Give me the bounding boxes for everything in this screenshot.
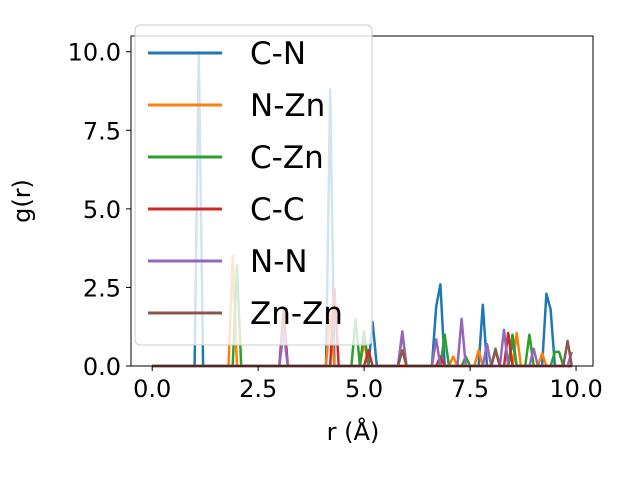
x-tick-label: 7.5 (451, 375, 489, 403)
y-tick-label: 0.0 (83, 353, 121, 381)
x-axis: 0.0 2.5 5.0 7.5 10.0 (133, 366, 603, 403)
legend-entry-5: Zn-Zn (250, 296, 343, 332)
x-axis-label: r (Å) (327, 417, 380, 446)
x-tick-label: 5.0 (345, 375, 383, 403)
legend: C-N N-Zn C-Zn C-C N-N Zn-Zn (134, 24, 373, 346)
x-tick-label: 2.5 (239, 375, 277, 403)
x-tick-label: 10.0 (549, 375, 602, 403)
y-axis-label: g(r) (8, 179, 36, 223)
x-tick-label: 0.0 (133, 375, 171, 403)
legend-entry-3: C-C (250, 192, 304, 228)
legend-entry-4: N-N (250, 244, 308, 280)
legend-entry-1: N-Zn (250, 88, 325, 124)
legend-entry-2: C-Zn (250, 140, 324, 176)
series-line-5 (152, 339, 574, 368)
y-tick-label: 7.5 (83, 117, 121, 145)
y-tick-label: 5.0 (83, 196, 121, 224)
y-axis: 0.0 2.5 5.0 7.5 10.0 (68, 39, 131, 381)
y-tick-label: 10.0 (68, 39, 121, 67)
legend-entry-0: C-N (250, 36, 306, 72)
y-tick-label: 2.5 (83, 274, 121, 302)
